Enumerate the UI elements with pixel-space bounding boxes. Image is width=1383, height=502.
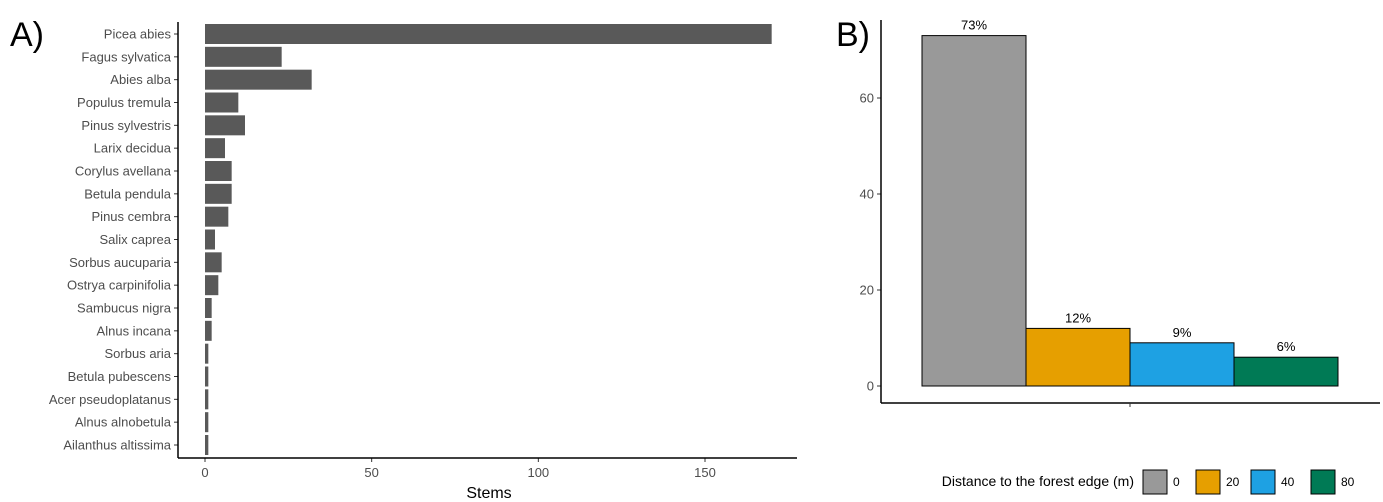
y-tick-label: 40 [860, 187, 874, 202]
legend-key-40 [1250, 469, 1276, 495]
category-label: Betula pendula [84, 186, 172, 201]
bar-sambucus-nigra [205, 298, 212, 318]
bar-distance-0 [921, 35, 1027, 387]
bar-ailanthus-altissima [205, 435, 209, 455]
category-label: Alnus alnobetula [75, 415, 172, 430]
category-label: Populus tremula [77, 95, 172, 110]
bar-abies-alba [205, 69, 312, 90]
y-tick-label: 20 [860, 283, 874, 298]
legend-label: 40 [1281, 475, 1295, 489]
panel-a-label: A) [10, 16, 44, 54]
bar-picea-abies [205, 24, 772, 44]
legend-key-80 [1310, 469, 1336, 495]
category-label: Betula pubescens [68, 369, 172, 384]
category-label: Ostrya carpinifolia [67, 278, 172, 293]
category-label: Sorbus aria [105, 346, 172, 361]
data-label: 73% [961, 18, 987, 33]
panel-b-bars [921, 35, 1339, 387]
panel-b-legend: Distance to the forest edge (m) 0 20 40 80 [942, 469, 1355, 495]
category-label: Picea abies [104, 27, 172, 42]
category-label: Acer pseudoplatanus [49, 392, 172, 407]
category-label: Abies alba [110, 72, 171, 87]
bar-distance-80 [1233, 356, 1339, 387]
category-label: Sambucus nigra [77, 301, 172, 316]
bar-populus-tremula [205, 92, 239, 113]
bar-betula-pendula [205, 183, 232, 204]
category-label: Larix decidua [94, 141, 172, 156]
bar-sorbus-aucuparia [205, 252, 222, 273]
panel-b-data-labels: 73% 12% 9% 6% [961, 18, 1296, 355]
bar-alnus-incana [205, 320, 212, 341]
category-label: Ailanthus altissima [63, 438, 171, 453]
category-label: Corylus avellana [75, 164, 172, 179]
data-label: 12% [1065, 310, 1091, 325]
legend-items: 0 20 40 80 [1142, 469, 1355, 495]
panel-a-x-ticks: 0 50 100 150 [201, 458, 716, 480]
bar-alnus-alnobetula [205, 412, 209, 433]
category-label: Pinus cembra [92, 209, 172, 224]
legend-key-0 [1142, 469, 1168, 495]
panel-b-label: B) [836, 16, 870, 54]
x-tick-label: 100 [527, 465, 549, 480]
legend-label: 20 [1226, 475, 1240, 489]
bar-fagus-sylvatica [205, 46, 282, 67]
panel-b-y-ticks: 0 20 40 60 [860, 91, 881, 394]
bar-sorbus-aria [205, 343, 209, 364]
bar-pinus-cembra [205, 206, 229, 227]
panel-a-bars [205, 24, 772, 455]
panel-a-x-axis-title: Stems [466, 485, 511, 502]
bar-betula-pubescens [205, 366, 209, 387]
x-tick-label: 150 [694, 465, 716, 480]
bar-corylus-avellana [205, 161, 232, 181]
y-tick-label: 0 [867, 379, 874, 394]
legend-title: Distance to the forest edge (m) [942, 473, 1134, 489]
data-label: 6% [1277, 339, 1296, 354]
bar-pinus-sylvestris [205, 115, 245, 136]
data-label: 9% [1173, 325, 1192, 340]
y-tick-label: 60 [860, 91, 874, 106]
bar-acer-pseudoplatanus [205, 389, 209, 410]
legend-label: 0 [1173, 475, 1180, 489]
legend-label: 80 [1341, 475, 1355, 489]
bar-distance-20 [1025, 327, 1131, 387]
category-label: Salix caprea [99, 232, 171, 247]
panel-b-chart: B) 73% 12% 9% 6% 0 20 40 60 Distance to the fo… [836, 16, 1380, 495]
bar-ostrya-carpinifolia [205, 275, 219, 296]
category-label: Fagus sylvatica [81, 49, 171, 64]
x-tick-label: 50 [364, 465, 378, 480]
category-label: Alnus incana [97, 323, 172, 338]
bar-distance-40 [1129, 342, 1235, 387]
legend-key-20 [1195, 469, 1221, 495]
bar-larix-decidua [205, 138, 225, 159]
category-label: Sorbus aucuparia [69, 255, 172, 270]
bar-salix-caprea [205, 229, 215, 250]
category-label: Pinus sylvestris [81, 118, 171, 133]
panel-a-category-labels: Picea abies Fagus sylvatica Abies alba Popu… [49, 27, 178, 453]
x-tick-label: 0 [201, 465, 208, 480]
